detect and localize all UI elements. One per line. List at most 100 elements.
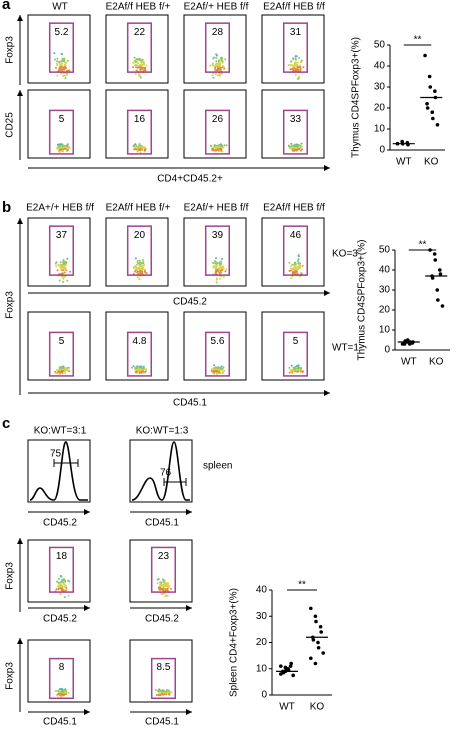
flow-event: [57, 264, 60, 267]
flow-event: [299, 144, 302, 147]
data-point: [431, 116, 435, 121]
flow-event: [61, 59, 64, 62]
data-point: [425, 102, 429, 106]
flow-event: [220, 260, 223, 263]
flow-event: [214, 68, 217, 71]
gate-value: 8.5: [157, 662, 171, 673]
flow-event: [214, 266, 217, 269]
flow-gate: [48, 225, 75, 276]
flow-event: [59, 60, 62, 63]
flow-event: [62, 144, 65, 147]
significance: **: [414, 35, 422, 46]
flow-event: [297, 258, 300, 261]
flow-event: [60, 143, 63, 146]
flow-event: [63, 60, 66, 63]
flow-event: [59, 261, 62, 264]
flow-event: [138, 259, 141, 262]
flow-event: [58, 582, 61, 585]
flow-event: [56, 60, 59, 63]
flow-event: [157, 692, 160, 695]
flow-event: [61, 690, 64, 693]
column-header: E2A+/+ HEB f/f: [26, 203, 94, 214]
flow-event: [215, 63, 217, 66]
x-axis-label: CD45.1: [43, 717, 77, 728]
flow-event: [215, 263, 218, 266]
flow-event: [215, 264, 218, 267]
flow-event: [139, 69, 142, 72]
data-point: [433, 89, 437, 93]
flow-event: [67, 366, 70, 369]
flow-event: [63, 148, 66, 150]
column-header: E2Af/f HEB f/+: [106, 203, 171, 214]
flow-event: [141, 68, 144, 71]
flow-event: [67, 594, 70, 597]
flow-event: [134, 61, 137, 64]
data-point: [432, 252, 437, 256]
flow-event: [217, 68, 220, 71]
y-tick-label: 10: [379, 325, 391, 336]
data-point: [316, 645, 321, 650]
flow-event: [223, 144, 226, 147]
flow-event: [212, 64, 215, 67]
flow-event: [64, 263, 67, 266]
flow-event: [58, 367, 61, 370]
flow-event: [156, 578, 159, 581]
gate-value: 28: [212, 27, 224, 38]
histogram-curve: [131, 441, 190, 501]
flow-gate: [126, 22, 153, 73]
flow-event: [62, 259, 65, 261]
flow-event: [66, 69, 69, 72]
flow-event: [297, 368, 300, 371]
flow-event: [156, 582, 159, 585]
x-axis-label: CD45.2: [43, 614, 77, 625]
flow-event: [133, 59, 136, 62]
flow-event: [69, 270, 72, 273]
flow-gate: [48, 657, 75, 700]
flow-event: [55, 690, 57, 692]
flow-event: [136, 267, 139, 270]
y-tick-label: 30: [379, 285, 391, 296]
flow-event: [139, 151, 142, 154]
flow-event: [138, 267, 141, 270]
flow-event: [58, 143, 61, 146]
data-point: [430, 110, 435, 114]
flow-event: [220, 365, 223, 368]
flow-event: [170, 587, 172, 590]
flow-event: [220, 267, 222, 270]
flow-event: [63, 271, 66, 274]
flow-event: [298, 266, 300, 269]
flow-event: [296, 260, 299, 263]
flow-event: [215, 281, 218, 284]
flow-event: [53, 52, 56, 55]
flow-event: [143, 270, 146, 273]
significance: **: [298, 580, 306, 591]
gate-value: 76: [160, 468, 172, 479]
flow-event: [223, 67, 226, 70]
gate-value: 5: [59, 336, 65, 347]
panel-label: b: [2, 199, 11, 216]
flow-event: [213, 364, 216, 367]
y-tick-label: 40: [256, 585, 268, 596]
flow-event: [295, 55, 298, 58]
flow-event: [141, 146, 144, 149]
flow-event: [68, 580, 71, 583]
flow-event: [299, 64, 302, 67]
flow-event: [63, 583, 66, 586]
y-tick-label: 0: [379, 145, 385, 156]
flow-event: [60, 370, 63, 372]
flow-event: [289, 68, 292, 71]
flow-event: [297, 254, 300, 257]
flow-event: [167, 689, 170, 692]
flow-event: [143, 372, 145, 374]
flow-event: [214, 366, 217, 369]
flow-event: [214, 66, 217, 69]
y-tick-label: 20: [379, 305, 391, 316]
flow-event: [159, 583, 161, 586]
flow-event: [62, 268, 65, 270]
flow-event: [288, 261, 291, 264]
flow-event: [211, 74, 214, 77]
flow-event: [216, 277, 218, 280]
y-tick-label: 40: [374, 61, 386, 72]
flow-event: [64, 261, 67, 264]
flow-event: [222, 275, 225, 278]
